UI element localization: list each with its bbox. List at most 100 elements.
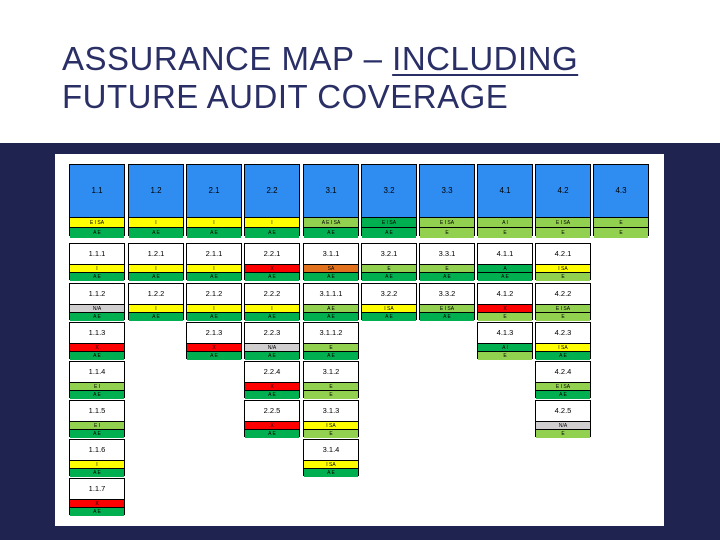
assurance-strip-2: A E: [245, 227, 299, 238]
map-box-1-2: 1.2 I A E: [128, 164, 184, 238]
box-code: 2.1.3: [205, 328, 223, 337]
assurance-strip-2: A E: [245, 351, 299, 360]
map-box-2-2-2: 2.2.2 I A E: [244, 283, 300, 321]
assurance-strip-1: E: [304, 343, 358, 352]
assurance-strip-1: A E: [304, 304, 358, 313]
assurance-strip-2: A E: [129, 227, 183, 238]
assurance-strip-2: E: [478, 312, 532, 321]
map-box-2-1-2: 2.1.2 I A E: [186, 283, 242, 321]
assurance-strip-2: A E: [245, 390, 299, 399]
box-code: 4.2.2: [554, 289, 572, 298]
assurance-strip-1: X: [478, 304, 532, 313]
title-line-2: FUTURE AUDIT COVERAGE: [62, 78, 509, 115]
map-box-2-2-5: 2.2.5 X A E: [244, 400, 300, 438]
assurance-strip-1: A I: [478, 217, 532, 228]
assurance-strip-1: A E I SA: [304, 217, 358, 228]
assurance-strip-2: A E: [304, 312, 358, 321]
assurance-strip-1: I SA: [536, 343, 590, 352]
assurance-strip-1: I: [70, 264, 124, 273]
assurance-strip-1: SA: [304, 264, 358, 273]
assurance-strip-2: A E: [70, 312, 124, 321]
box-code: 2.2.3: [263, 328, 281, 337]
map-box-1-2-2: 1.2.2 I A E: [128, 283, 184, 321]
box-code: 1.1: [91, 186, 103, 195]
assurance-strip-1: N/A: [70, 304, 124, 313]
box-code: 2.2.4: [263, 367, 281, 376]
assurance-strip-2: A E: [362, 312, 416, 321]
assurance-strip-2: A E: [245, 429, 299, 438]
assurance-strip-1: I SA: [362, 304, 416, 313]
assurance-strip-2: A E: [478, 272, 532, 281]
assurance-strip-1: E I SA: [420, 217, 474, 228]
map-box-3-1-4: 3.1.4 I SA A E: [303, 439, 359, 477]
box-code: 4.2.5: [554, 406, 572, 415]
box-code: 2.1.2: [205, 289, 223, 298]
assurance-strip-2: E: [478, 351, 532, 360]
map-box-3-2-1: 3.2.1 E A E: [361, 243, 417, 281]
assurance-strip-2: A E: [245, 272, 299, 281]
map-box-1-1-7: 1.1.7 X A E: [69, 478, 125, 516]
map-box-2-2-4: 2.2.4 X A E: [244, 361, 300, 399]
box-code: 4.2: [557, 186, 569, 195]
box-code: 2.2.5: [263, 406, 281, 415]
map-box-2-1-3: 2.1.3 X A E: [186, 322, 242, 360]
box-code: 1.1.2: [88, 289, 106, 298]
assurance-strip-2: A E: [187, 272, 241, 281]
assurance-strip-2: E: [420, 227, 474, 238]
box-code: 2.2.2: [263, 289, 281, 298]
assurance-strip-1: N/A: [536, 421, 590, 430]
box-code: 1.1.1: [88, 249, 106, 258]
map-box-1-1-2: 1.1.2 N/A A E: [69, 283, 125, 321]
box-code: 3.3.2: [438, 289, 456, 298]
assurance-strip-1: I SA: [536, 264, 590, 273]
title-area: ASSURANCE MAP – INCLUDING FUTURE AUDIT CO…: [0, 0, 720, 143]
map-box-3-2: 3.2 E I SA A E: [361, 164, 417, 238]
map-box-2-1-1: 2.1.1 I A E: [186, 243, 242, 281]
assurance-strip-1: I SA: [304, 421, 358, 430]
map-box-4-2-3: 4.2.3 I SA A E: [535, 322, 591, 360]
assurance-strip-1: I: [187, 264, 241, 273]
assurance-strip-2: A E: [245, 312, 299, 321]
box-code: 4.1.1: [496, 249, 514, 258]
box-code: 2.1: [208, 186, 220, 195]
assurance-strip-1: I: [187, 217, 241, 228]
box-code: 3.3.1: [438, 249, 456, 258]
assurance-strip-1: X: [245, 421, 299, 430]
assurance-strip-1: X: [187, 343, 241, 352]
map-box-3-1-1: 3.1.1 SA A E: [303, 243, 359, 281]
map-box-3-1: 3.1 A E I SA A E: [303, 164, 359, 238]
assurance-strip-2: A E: [129, 272, 183, 281]
box-code: 2.2.1: [263, 249, 281, 258]
map-box-4-2-5: 4.2.5 N/A E: [535, 400, 591, 438]
assurance-strip-1: E I SA: [536, 382, 590, 391]
assurance-strip-2: E: [536, 227, 590, 238]
box-code: 1.2.1: [147, 249, 165, 258]
assurance-strip-2: A E: [304, 351, 358, 360]
box-code: 3.3: [441, 186, 453, 195]
assurance-strip-1: E I SA: [536, 304, 590, 313]
map-box-1-1-6: 1.1.6 I A E: [69, 439, 125, 477]
box-code: 1.1.7: [88, 484, 106, 493]
box-code: 3.1.1.2: [319, 328, 343, 337]
assurance-strip-1: E: [362, 264, 416, 273]
map-box-1-2-1: 1.2.1 I A E: [128, 243, 184, 281]
map-box-3-2-2: 3.2.2 I SA A E: [361, 283, 417, 321]
map-box-1-1-1: 1.1.1 I A E: [69, 243, 125, 281]
assurance-strip-2: A E: [70, 227, 124, 238]
box-code: 4.2.1: [554, 249, 572, 258]
map-box-2-2: 2.2 I A E: [244, 164, 300, 238]
box-code: 1.2: [150, 186, 162, 195]
box-code: 3.1.1.1: [319, 289, 343, 298]
assurance-strip-2: A E: [362, 272, 416, 281]
assurance-strip-1: I: [129, 304, 183, 313]
assurance-strip-1: E: [594, 217, 648, 228]
box-code: 2.1.1: [205, 249, 223, 258]
map-box-2-1: 2.1 I A E: [186, 164, 242, 238]
assurance-strip-2: E: [478, 227, 532, 238]
map-box-3-3: 3.3 E I SA E: [419, 164, 475, 238]
box-code: 3.2.2: [380, 289, 398, 298]
